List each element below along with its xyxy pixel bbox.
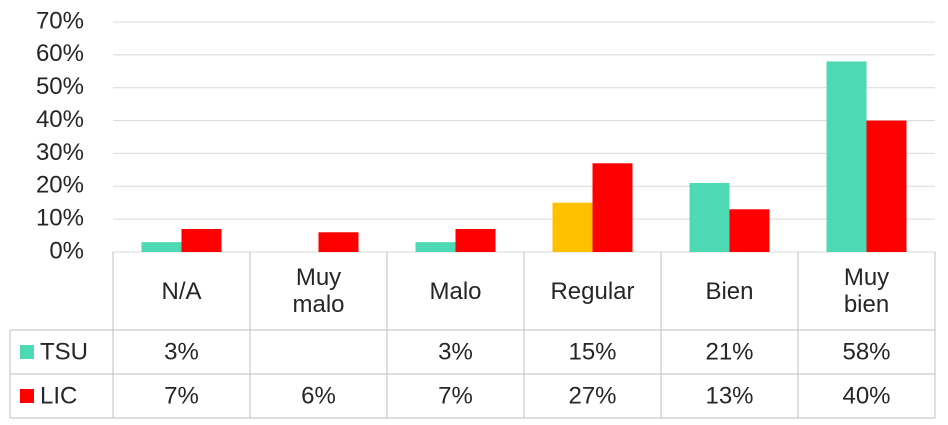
category-cell: N/A xyxy=(113,252,250,330)
bar xyxy=(455,229,496,252)
table-value: 3% xyxy=(164,338,199,365)
bar xyxy=(181,229,222,252)
table-value: 15% xyxy=(568,338,616,365)
y-tick-label: 50% xyxy=(36,73,84,100)
y-tick-label: 10% xyxy=(36,204,84,231)
x-tick-label: Regular xyxy=(550,277,635,305)
y-tick-label: 0% xyxy=(49,237,84,264)
x-tick-label: Bien xyxy=(705,277,754,305)
table-value: 7% xyxy=(164,382,199,409)
category-cell: Regular xyxy=(524,252,661,330)
x-tick-label: Muy malo xyxy=(292,264,345,318)
bar xyxy=(318,232,359,252)
category-cell: Malo xyxy=(387,252,524,330)
x-tick-label: Muy bien xyxy=(843,264,890,318)
table-value: 7% xyxy=(438,382,473,409)
y-tick-label: 30% xyxy=(36,139,84,166)
table-value: 27% xyxy=(568,382,616,409)
y-tick-label: 20% xyxy=(36,172,84,199)
legend-label: TSU xyxy=(40,338,88,365)
category-cell: Bien xyxy=(661,252,798,330)
table-value: 40% xyxy=(842,382,890,409)
x-tick-label: Malo xyxy=(429,277,482,305)
table-value: 21% xyxy=(705,338,753,365)
bar xyxy=(552,202,593,252)
category-cell: Muy bien xyxy=(798,252,935,330)
bar xyxy=(826,61,867,252)
bar xyxy=(729,209,770,252)
table-value: 6% xyxy=(301,382,336,409)
bar xyxy=(866,120,907,252)
legend-key xyxy=(20,345,34,359)
category-cell: Muy malo xyxy=(250,252,387,330)
bar xyxy=(592,163,633,252)
x-tick-label: N/A xyxy=(161,277,202,305)
y-tick-label: 40% xyxy=(36,106,84,133)
y-tick-label: 60% xyxy=(36,40,84,67)
legend-key xyxy=(20,389,34,403)
table-value: 58% xyxy=(842,338,890,365)
y-tick-label: 70% xyxy=(36,7,84,34)
legend-label: LIC xyxy=(40,382,77,409)
bar xyxy=(689,183,730,252)
table-value: 13% xyxy=(705,382,753,409)
table-value: 3% xyxy=(438,338,473,365)
bar xyxy=(415,242,456,252)
bar xyxy=(141,242,182,252)
